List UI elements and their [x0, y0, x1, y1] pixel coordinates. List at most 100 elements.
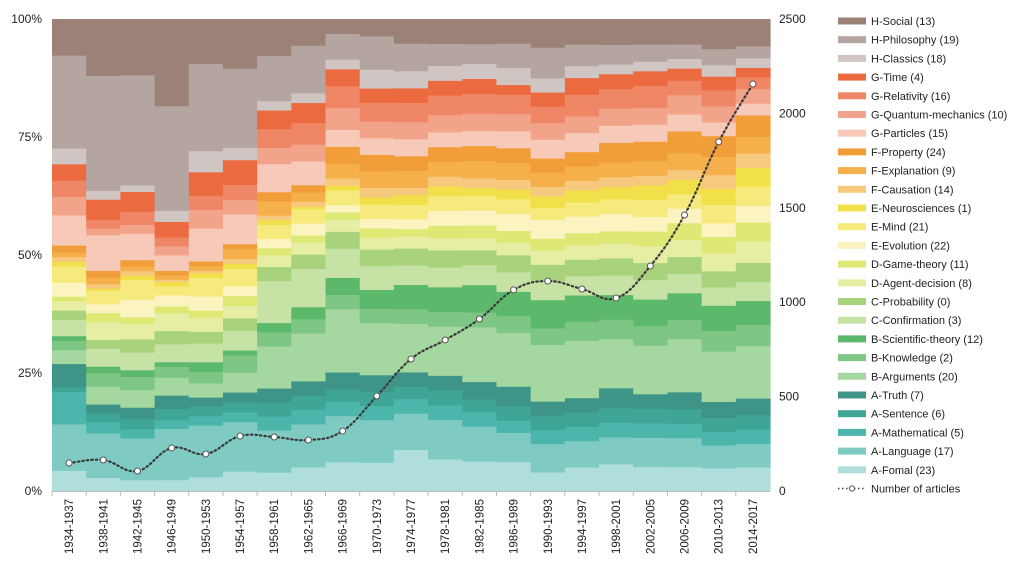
legend-swatch: [838, 73, 866, 81]
legend-label: F-Explanation (9): [871, 166, 955, 178]
area-segment: [564, 216, 600, 234]
area-segment: [393, 187, 429, 196]
area-segment: [359, 405, 395, 421]
area-segment: [701, 90, 737, 107]
articles-point: [578, 285, 586, 293]
area-segment: [325, 219, 361, 232]
area-segment: [154, 479, 190, 492]
area-segment: [154, 395, 190, 410]
area-segment: [291, 235, 327, 243]
area-segment: [52, 296, 87, 302]
area-segment: [52, 55, 87, 149]
area-segment: [428, 114, 463, 133]
area-segment: [564, 233, 600, 246]
area-segment: [188, 343, 224, 363]
area-segment: [496, 19, 532, 44]
area-segment: [359, 137, 395, 155]
articles-point: [304, 436, 312, 444]
area-segment: [86, 373, 121, 387]
area-segment: [428, 186, 463, 197]
area-segment: [735, 205, 771, 223]
area-segment: [120, 191, 156, 212]
area-segment: [428, 210, 463, 226]
area-segment: [359, 88, 395, 103]
area-segment: [599, 422, 634, 438]
area-segment: [462, 426, 498, 462]
area-segment: [701, 287, 737, 306]
articles-point: [510, 286, 518, 294]
legend-label: A-Language (17): [871, 446, 954, 458]
area-segment: [428, 326, 463, 376]
area-segment: [325, 204, 361, 213]
area-segment: [633, 437, 669, 468]
area-segment: [257, 163, 292, 193]
area-segment: [564, 426, 600, 442]
area-segment: [120, 299, 156, 318]
area-segment: [393, 386, 429, 400]
area-segment: [599, 125, 634, 144]
legend-swatch: [838, 316, 866, 324]
area-segment: [667, 68, 703, 81]
area-segment: [428, 311, 463, 327]
x-tick-label: 1974-1977: [406, 499, 418, 554]
area-segment: [86, 75, 121, 191]
area-segment: [393, 70, 429, 89]
articles-point: [168, 444, 176, 452]
area-segment: [393, 121, 429, 140]
area-segment: [86, 199, 121, 220]
left-tick-label: 50%: [18, 248, 42, 262]
area-segment: [188, 406, 224, 417]
area-segment: [530, 186, 566, 197]
legend-label: H-Social (13): [871, 16, 935, 28]
area-segment: [222, 159, 258, 185]
area-segment: [496, 67, 532, 86]
area-segment: [359, 374, 395, 392]
area-segment: [188, 150, 224, 173]
area-segment: [154, 275, 190, 280]
area-segment: [188, 310, 224, 318]
area-segment: [222, 263, 258, 269]
area-segment: [735, 429, 771, 444]
left-tick-label: 100%: [11, 12, 42, 26]
area-segment: [701, 106, 737, 123]
area-segment: [599, 213, 634, 232]
area-segment: [735, 115, 771, 137]
x-tick-label: 1938-1941: [98, 499, 110, 554]
area-segment: [496, 130, 532, 149]
articles-point: [681, 211, 689, 219]
area-segment: [701, 401, 737, 419]
legend-label: H-Classics (18): [871, 53, 946, 65]
articles-point: [749, 80, 757, 88]
legend-swatch: [838, 335, 866, 343]
legend-label: F-Causation (14): [871, 184, 954, 196]
area-segment: [325, 85, 361, 109]
area-segment: [86, 312, 121, 323]
x-tick-label: 1946-1949: [167, 499, 179, 554]
area-segment: [564, 115, 600, 134]
legend-label: G-Time (4): [871, 72, 924, 84]
area-segment: [154, 255, 190, 271]
area-segment: [701, 468, 737, 492]
legend-label: E-Mind (21): [871, 222, 928, 234]
area-segment: [428, 65, 463, 81]
area-segment: [564, 295, 600, 322]
area-segment: [291, 242, 327, 255]
articles-point: [99, 456, 107, 464]
area-segment: [86, 277, 121, 285]
area-segment: [291, 395, 327, 411]
area-segment: [393, 284, 429, 310]
area-segment: [462, 19, 498, 45]
area-segment: [564, 201, 600, 217]
area-segment: [154, 377, 190, 396]
area-segment: [52, 319, 87, 337]
area-segment: [86, 404, 121, 414]
area-segment: [735, 19, 771, 47]
area-segment: [735, 222, 771, 242]
area-segment: [188, 261, 224, 267]
legend-swatch: [838, 447, 866, 455]
area-segment: [735, 281, 771, 302]
articles-point: [544, 277, 552, 285]
area-segment: [633, 325, 669, 346]
area-segment: [325, 212, 361, 220]
area-segment: [735, 103, 771, 116]
